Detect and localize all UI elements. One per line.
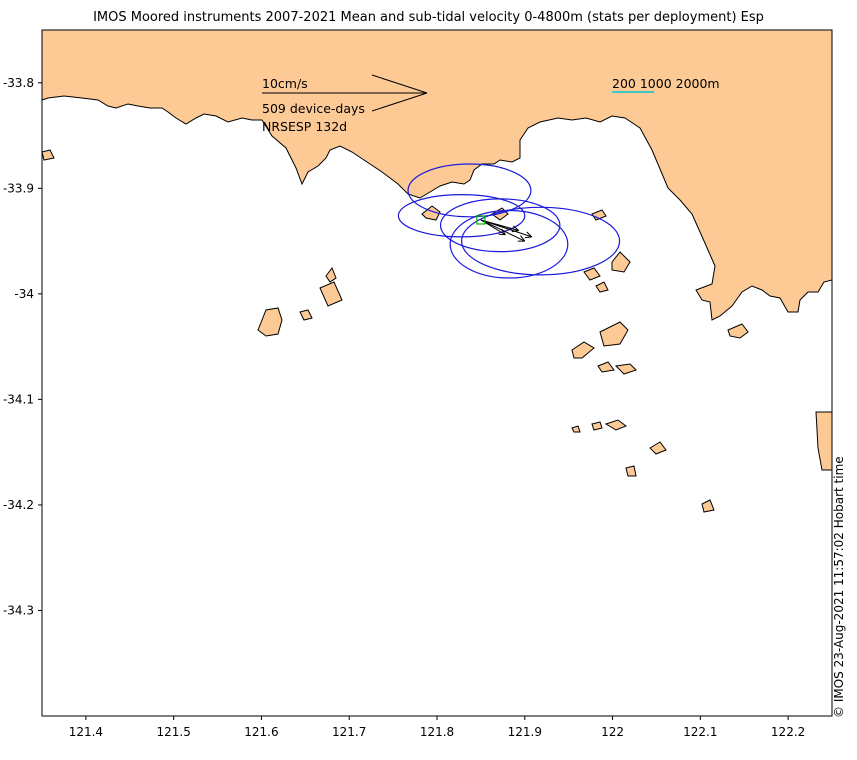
island (319, 281, 343, 307)
island (815, 411, 833, 471)
device-days-label: 509 device-days (262, 101, 365, 116)
credit-text: © IMOS 23-Aug-2021 11:57:02 Hobart time (832, 456, 846, 718)
y-tick-label: -34.3 (3, 603, 34, 617)
island (571, 341, 595, 359)
y-axis: -33.8 -33.9 -34 -34.1 -34.2 -34.3 (3, 76, 42, 617)
island (604, 419, 628, 431)
island (299, 309, 313, 321)
island (41, 149, 55, 161)
island (591, 421, 603, 431)
island (625, 465, 637, 477)
island (611, 251, 631, 273)
velocity-vector-head (513, 225, 519, 231)
velocity-ellipse (439, 198, 561, 253)
island (325, 266, 337, 283)
island (421, 205, 441, 221)
mainland-coast (41, 29, 833, 321)
mooring-marker (476, 215, 486, 225)
scale-label: 10cm/s (262, 76, 308, 91)
y-tick-label: -34.2 (3, 498, 34, 512)
island (597, 361, 615, 373)
scale-legend: 10cm/s 509 device-days NRSESP 132d 200 1… (262, 74, 720, 134)
x-tick-label: 121.4 (69, 725, 103, 739)
velocity-vector-head (524, 236, 532, 239)
island (257, 307, 283, 337)
island (701, 499, 715, 513)
velocity-vector (480, 219, 532, 238)
y-tick-label: -34 (14, 287, 34, 301)
velocity-vector-head (498, 233, 506, 236)
island (727, 323, 749, 339)
velocity-vector-head (501, 228, 506, 236)
velocity-ellipse (460, 206, 621, 276)
velocity-ellipses (397, 163, 621, 279)
y-tick-label: -33.8 (3, 76, 34, 90)
island (649, 441, 667, 455)
y-tick-label: -34.1 (3, 392, 34, 406)
y-tick-label: -33.9 (3, 181, 34, 195)
island (599, 321, 629, 347)
island (583, 267, 601, 281)
x-tick-label: 122.1 (683, 725, 717, 739)
x-axis: 121.4 121.5 121.6 121.7 121.8 121.9 122 122.1 12… (69, 716, 805, 739)
x-tick-label: 121.8 (420, 725, 454, 739)
scale-vector-head (371, 74, 428, 94)
velocity-ellipse (407, 163, 532, 218)
velocity-ellipse (449, 209, 569, 279)
island (595, 281, 609, 293)
island (591, 209, 607, 221)
x-tick-label: 122 (601, 725, 624, 739)
land-layer (41, 29, 833, 513)
mooring-square (476, 215, 486, 225)
isobaths-label: 200 1000 2000m (612, 76, 720, 91)
site-label: NRSESP 132d (262, 119, 347, 134)
map-title: IMOS Moored instruments 2007-2021 Mean a… (93, 10, 764, 25)
x-tick-label: 121.7 (332, 725, 366, 739)
island (614, 363, 637, 375)
velocity-vector-head (526, 231, 533, 238)
velocity-vector-head (520, 235, 526, 242)
x-tick-label: 122.2 (771, 725, 805, 739)
x-tick-label: 121.6 (244, 725, 278, 739)
x-tick-label: 121.9 (508, 725, 542, 739)
x-tick-label: 121.5 (156, 725, 190, 739)
island (571, 425, 581, 433)
scale-vector-head (371, 92, 428, 112)
